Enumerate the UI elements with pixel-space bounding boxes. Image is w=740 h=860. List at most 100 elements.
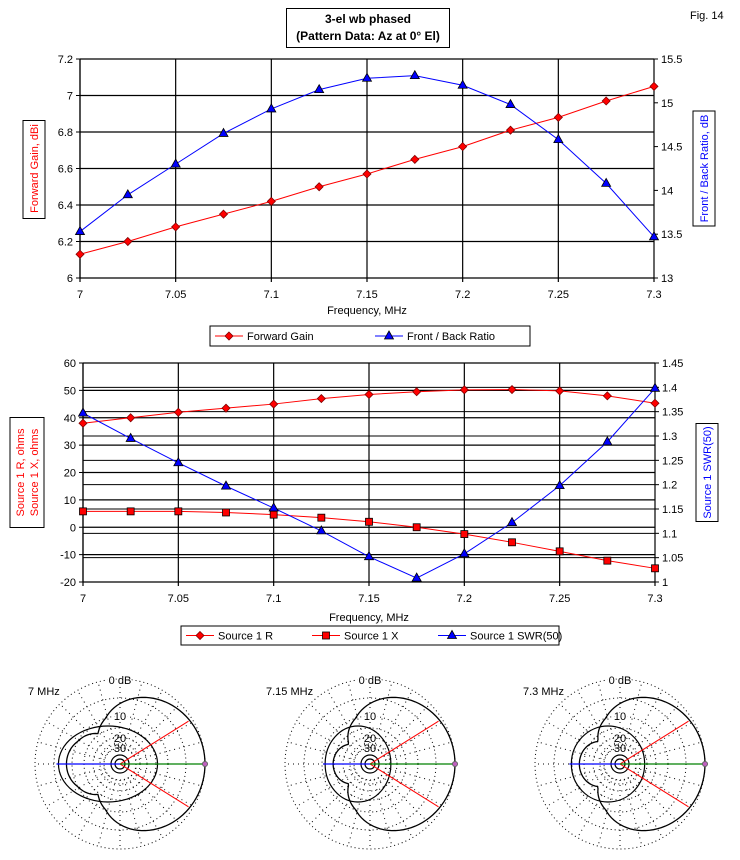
polar-grid-spoke <box>135 767 203 787</box>
data-point <box>268 502 279 512</box>
y-tick-label: -10 <box>60 550 76 562</box>
data-point <box>77 407 89 417</box>
ring-label: 20 <box>114 733 126 745</box>
beamwidth-line <box>369 720 439 765</box>
data-point <box>220 480 232 490</box>
legend-item: Forward Gain <box>215 331 314 343</box>
y2-axis-label-box <box>692 110 716 227</box>
y-axis-label: Forward Gain, dBi <box>29 124 41 213</box>
data-point <box>649 382 661 392</box>
legend-label: Source 1 SWR(50) <box>470 631 562 643</box>
data-point <box>316 525 327 535</box>
y-axis-label: Source 1 X, ohms <box>29 428 41 516</box>
y2-axis-label: Source 1 SWR(50) <box>702 426 714 518</box>
x-tick-label: 7.05 <box>165 289 186 301</box>
legend-label: Source 1 X <box>344 631 399 643</box>
data-point <box>555 547 564 556</box>
data-point <box>78 418 88 428</box>
y-tick-label: 50 <box>64 385 76 397</box>
x-tick-label: 7.15 <box>358 593 379 605</box>
legend-marker <box>322 631 330 640</box>
data-point <box>362 169 372 179</box>
data-point <box>458 142 468 152</box>
x-tick-label: 7.3 <box>646 289 661 301</box>
polar-grid-spoke <box>287 767 355 787</box>
y2-tick-label: 15 <box>661 98 673 110</box>
polar-grid-spoke <box>635 767 703 787</box>
legend-item: Source 1 SWR(50) <box>438 629 562 643</box>
polar-grid-spoke <box>537 767 605 787</box>
legend-marker <box>195 630 205 641</box>
legend-marker <box>383 330 395 340</box>
x-tick-label: 7.1 <box>264 289 279 301</box>
ring-label: 30 <box>614 743 626 755</box>
chart-title-line1: 3-el wb phased <box>324 12 412 26</box>
y-tick-label: 6.2 <box>58 237 73 249</box>
polar-grid-spoke <box>559 703 610 754</box>
y-tick-label: 20 <box>64 468 76 480</box>
y-tick-label: 6.6 <box>58 164 73 176</box>
data-point <box>650 398 660 408</box>
y-tick-label: -20 <box>60 577 76 589</box>
data-point <box>361 72 373 82</box>
data-point <box>126 507 135 516</box>
x-tick-label: 7.2 <box>457 593 472 605</box>
legend: Source 1 R Source 1 X Source 1 SWR(50) <box>180 625 562 646</box>
data-point <box>125 432 136 442</box>
legend-item: Source 1 X <box>312 631 399 643</box>
ring-label: 10 <box>114 711 126 723</box>
data-point <box>411 572 422 582</box>
data-point <box>269 399 279 409</box>
y-tick-label: 6.8 <box>58 127 73 139</box>
x-tick-label: 7.3 <box>647 593 662 605</box>
x-tick-label: 7.05 <box>168 593 189 605</box>
y-tick-label: 0 <box>70 522 76 534</box>
x-tick-label: 7 <box>80 593 86 605</box>
polar-grid-spoke <box>287 741 355 761</box>
y2-tick-label: 1 <box>662 577 668 589</box>
polar-frequency-label: 7 MHz <box>28 686 60 698</box>
series-source-1-x <box>79 507 659 573</box>
beamwidth-line <box>119 763 189 808</box>
polar-grid-spoke <box>130 703 181 754</box>
polar-frequency-label: 7.15 MHz <box>266 686 313 698</box>
y-tick-label: 10 <box>64 495 76 507</box>
y-tick-label: 60 <box>64 358 76 370</box>
ring-label: 20 <box>614 733 626 745</box>
data-point <box>126 413 136 423</box>
polar-grid-spoke <box>123 779 143 847</box>
ring-label: 0 dB <box>609 675 632 687</box>
polar-grid-spoke <box>296 771 357 807</box>
data-point <box>365 517 373 526</box>
chart-source: -20 -10 0 10 20 30 40 50 60 7 7.05 7.1 7.15 7.2 7.25 7.… <box>9 358 719 646</box>
x-axis-label: Frequency, MHz <box>329 612 409 624</box>
y2-tick-label: 14.5 <box>661 142 682 154</box>
polar-frequency-label: 7.3 MHz <box>523 686 564 698</box>
chart-title-box: 3-el wb phased (Pattern Data: Az at 0° E… <box>286 8 450 48</box>
data-point <box>174 507 183 516</box>
data-point <box>651 564 659 573</box>
ring-label: 30 <box>364 743 376 755</box>
y-tick-label: 40 <box>64 413 76 425</box>
data-point <box>507 384 517 395</box>
ring-label: 20 <box>364 733 376 745</box>
data-point <box>364 389 374 400</box>
polar-grid-spoke <box>630 703 681 754</box>
data-point <box>122 188 134 199</box>
polar-grid-spoke <box>380 774 431 825</box>
x-tick-label: 7.2 <box>455 289 470 301</box>
data-point <box>171 222 181 232</box>
polar-grid-spoke <box>383 771 444 807</box>
data-point <box>508 538 516 547</box>
y2-axis-label: Front / Back Ratio, dB <box>699 115 711 223</box>
polar-grid-spoke <box>635 741 703 761</box>
x-axis-label: Frequency, MHz <box>327 305 407 317</box>
legend-label: Source 1 R <box>218 631 273 643</box>
polar-grid-spoke <box>37 767 105 787</box>
polar-grid-spoke <box>537 741 605 761</box>
data-point <box>603 556 612 565</box>
x-tick-label: 7.15 <box>356 289 377 301</box>
